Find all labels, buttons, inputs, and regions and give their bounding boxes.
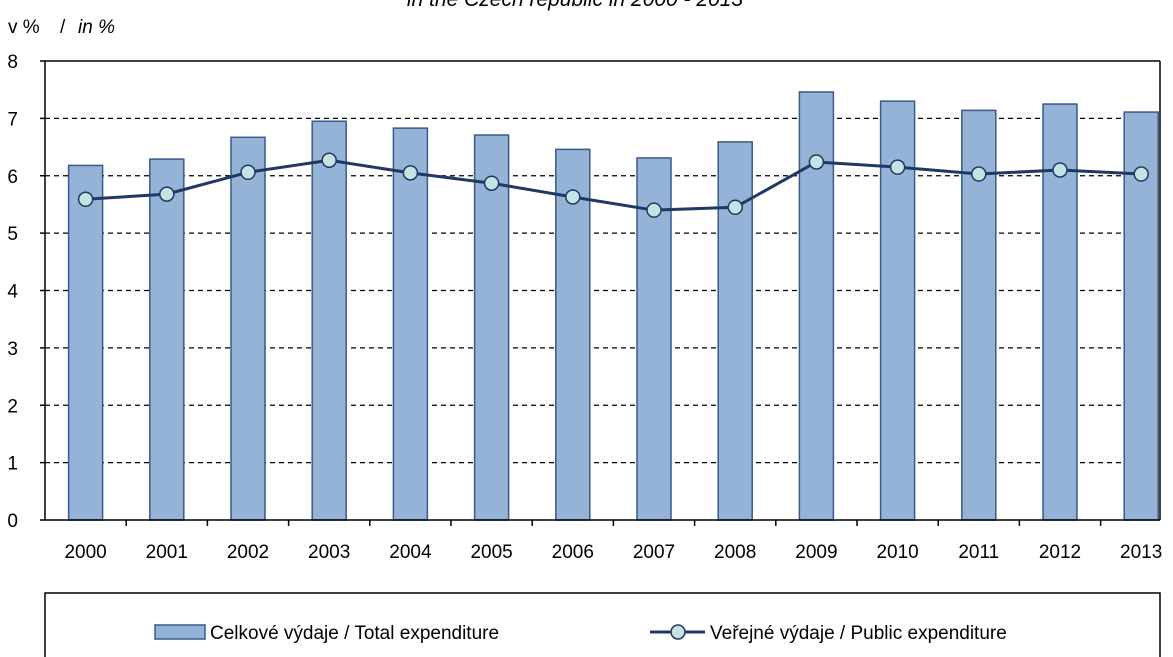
x-tick-label: 2011 xyxy=(958,542,999,563)
bar xyxy=(636,157,672,521)
y-axis-label: / xyxy=(60,17,66,38)
bar xyxy=(717,141,753,521)
line-marker xyxy=(889,159,906,175)
x-tick-label: 2013 xyxy=(1120,542,1162,563)
line-marker xyxy=(402,165,419,181)
x-tick-label: 2006 xyxy=(552,542,594,563)
x-tick-label: 2001 xyxy=(146,542,188,563)
y-tick-label: 8 xyxy=(7,52,18,73)
y-tick-label: 2 xyxy=(7,396,18,417)
x-tick-label: 2008 xyxy=(714,542,756,563)
legend-label: Celkové výdaje / Total expenditure xyxy=(210,623,499,644)
x-tick-label: 2012 xyxy=(1039,542,1081,563)
bar xyxy=(961,109,997,521)
line-marker xyxy=(1052,162,1068,178)
bar xyxy=(311,120,347,521)
y-tick-label: 7 xyxy=(7,109,18,130)
line-marker xyxy=(808,154,825,170)
y-axis-label: in % xyxy=(78,17,115,38)
bar xyxy=(473,134,510,521)
x-tick-label: 2004 xyxy=(389,542,432,563)
line-marker xyxy=(646,202,662,218)
line-marker xyxy=(727,199,743,216)
y-tick-label: 0 xyxy=(7,511,18,532)
line-marker xyxy=(483,175,500,191)
y-tick-label: 5 xyxy=(7,224,18,245)
x-tick-label: 2000 xyxy=(64,542,106,563)
chart-title: in the Czech republic in 2000 - 2013 xyxy=(407,0,744,11)
legend-label: Veřejné výdaje / Public expenditure xyxy=(710,623,1007,644)
x-tick-label: 2003 xyxy=(308,542,350,563)
bar xyxy=(149,158,185,521)
line-marker xyxy=(565,189,581,205)
line-marker xyxy=(1133,166,1149,182)
bar xyxy=(230,136,266,521)
line-marker xyxy=(971,166,987,182)
y-tick-label: 1 xyxy=(7,454,18,475)
bar xyxy=(879,100,916,521)
line-marker xyxy=(321,152,337,169)
line-marker xyxy=(77,191,94,208)
line-marker xyxy=(159,186,175,202)
y-tick-label: 6 xyxy=(7,167,18,188)
legend-swatch xyxy=(154,624,206,640)
legend-box xyxy=(44,592,1161,657)
x-tick-label: 2005 xyxy=(470,542,512,563)
y-tick-label: 4 xyxy=(7,282,18,303)
x-tick-label: 2009 xyxy=(795,542,837,563)
line xyxy=(85,158,1142,212)
bar xyxy=(67,164,104,521)
x-tick-label: 2007 xyxy=(633,542,675,563)
legend-marker xyxy=(670,624,686,640)
bar xyxy=(392,127,429,521)
x-tick-label: 2002 xyxy=(227,542,269,563)
y-axis-label: v % xyxy=(8,17,40,38)
y-tick-label: 3 xyxy=(7,339,18,360)
line-marker xyxy=(240,164,256,181)
bar xyxy=(555,148,591,521)
x-tick-label: 2010 xyxy=(876,542,918,563)
